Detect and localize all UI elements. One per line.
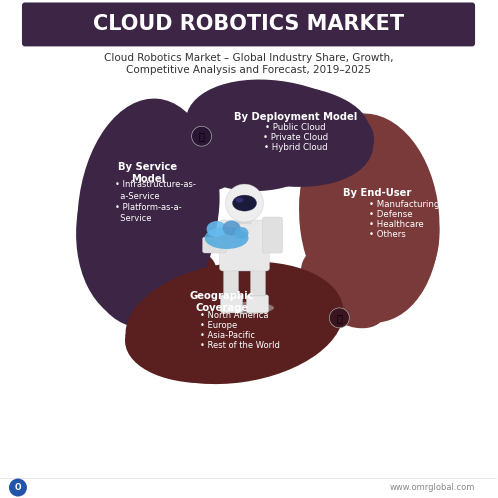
Text: By End-User: By End-User	[343, 188, 411, 198]
FancyBboxPatch shape	[238, 212, 251, 224]
Ellipse shape	[100, 108, 220, 288]
FancyBboxPatch shape	[262, 217, 282, 253]
Ellipse shape	[219, 302, 274, 314]
Ellipse shape	[210, 85, 369, 162]
Ellipse shape	[171, 271, 339, 365]
FancyBboxPatch shape	[221, 295, 243, 313]
Text: www.omrglobal.com: www.omrglobal.com	[389, 483, 475, 492]
Ellipse shape	[125, 286, 304, 383]
Ellipse shape	[180, 101, 329, 191]
Text: • Asia-Pacific: • Asia-Pacific	[200, 331, 254, 340]
Text: Geographic
Coverage: Geographic Coverage	[189, 291, 254, 313]
FancyBboxPatch shape	[22, 2, 475, 46]
FancyBboxPatch shape	[247, 295, 268, 313]
Text: • Europe: • Europe	[200, 321, 237, 330]
Ellipse shape	[299, 114, 439, 323]
Ellipse shape	[309, 148, 439, 308]
FancyBboxPatch shape	[220, 220, 269, 271]
Text: • Infrastructure-as-
  a-Service: • Infrastructure-as- a-Service	[115, 180, 196, 201]
Text: • Rest of the World: • Rest of the World	[200, 341, 279, 350]
Ellipse shape	[300, 122, 379, 195]
Ellipse shape	[145, 116, 234, 191]
Ellipse shape	[76, 124, 213, 322]
FancyBboxPatch shape	[203, 237, 227, 253]
Ellipse shape	[299, 128, 409, 278]
Text: • Defense: • Defense	[370, 210, 413, 219]
Text: • North America: • North America	[200, 311, 268, 320]
Text: • Private Cloud: • Private Cloud	[263, 133, 328, 142]
Text: • Others: • Others	[370, 230, 406, 239]
Text: • Hybrid Cloud: • Hybrid Cloud	[263, 143, 327, 152]
Ellipse shape	[145, 266, 334, 350]
Text: O: O	[15, 483, 21, 492]
Ellipse shape	[138, 251, 217, 325]
Ellipse shape	[226, 184, 263, 222]
Ellipse shape	[125, 261, 344, 384]
Text: By Service
Model: By Service Model	[118, 162, 177, 184]
Ellipse shape	[207, 221, 227, 237]
Ellipse shape	[186, 80, 374, 187]
Ellipse shape	[301, 248, 388, 328]
Text: • Manufacturing: • Manufacturing	[370, 200, 440, 209]
Ellipse shape	[235, 227, 249, 239]
Text: 🌐: 🌐	[337, 313, 342, 323]
Text: • Platform-as-a-
  Service: • Platform-as-a- Service	[115, 203, 181, 224]
Ellipse shape	[77, 99, 218, 328]
FancyBboxPatch shape	[224, 269, 239, 296]
FancyBboxPatch shape	[250, 269, 265, 296]
Ellipse shape	[192, 126, 212, 146]
Ellipse shape	[236, 198, 244, 203]
Ellipse shape	[9, 479, 27, 497]
Ellipse shape	[329, 308, 349, 328]
Text: 🔍: 🔍	[199, 131, 205, 141]
Ellipse shape	[205, 227, 249, 249]
Text: Cloud Robotics Market – Global Industry Share, Growth,: Cloud Robotics Market – Global Industry …	[104, 53, 393, 63]
Text: CLOUD ROBOTICS MARKET: CLOUD ROBOTICS MARKET	[93, 14, 404, 34]
Ellipse shape	[223, 221, 241, 236]
Text: • Public Cloud: • Public Cloud	[265, 123, 326, 132]
Text: Competitive Analysis and Forecast, 2019–2025: Competitive Analysis and Forecast, 2019–…	[126, 65, 371, 75]
Text: By Deployment Model: By Deployment Model	[234, 112, 357, 122]
Text: • Healthcare: • Healthcare	[370, 220, 424, 229]
Ellipse shape	[235, 101, 374, 185]
Ellipse shape	[233, 195, 256, 211]
